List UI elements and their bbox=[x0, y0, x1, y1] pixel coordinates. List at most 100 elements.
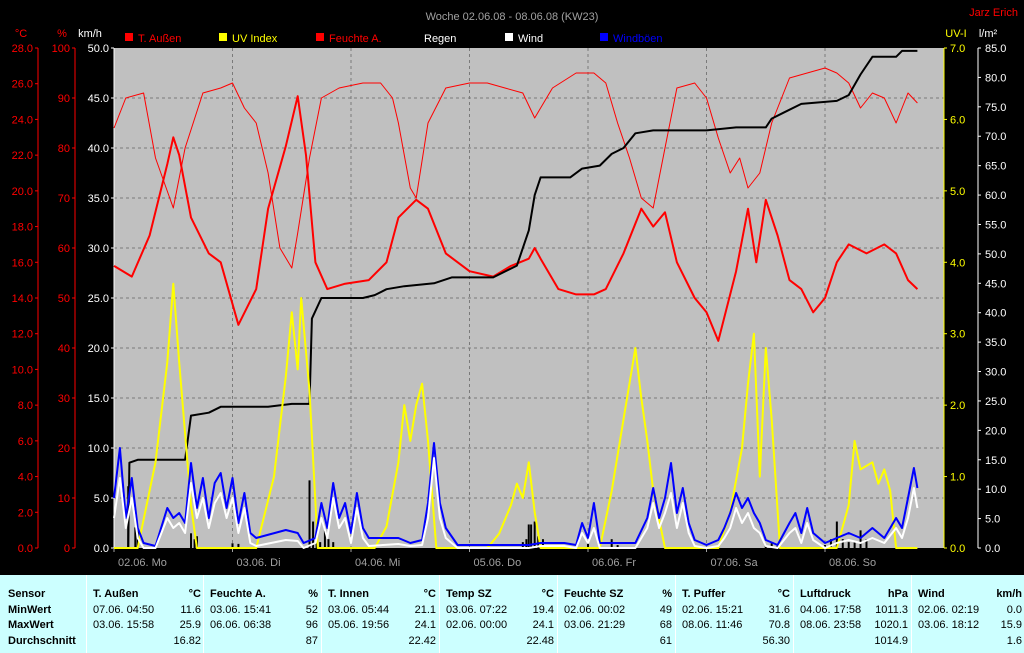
series-line-windb-en bbox=[113, 442, 919, 547]
axis-tick-label: 6.0 bbox=[18, 436, 33, 448]
axis-tick-label: 100 bbox=[52, 43, 70, 55]
x-tick-label: 02.06. Mo bbox=[118, 557, 167, 569]
rain-bar bbox=[525, 539, 528, 548]
legend-label: Windböen bbox=[613, 33, 663, 45]
temp-axis-unit: °C bbox=[15, 28, 27, 40]
stats-min-value: 52 bbox=[305, 604, 318, 616]
axis-tick-label: 12.0 bbox=[12, 329, 33, 341]
axis-tick-label: 4.0 bbox=[950, 257, 965, 269]
axis-tick-label: 60 bbox=[58, 243, 70, 255]
stats-column-header: Feuchte A. bbox=[210, 588, 266, 600]
x-tick-label: 05.06. Do bbox=[474, 557, 522, 569]
axis-tick-label: 65.0 bbox=[985, 161, 1006, 173]
stats-min-value: 11.6 bbox=[180, 604, 201, 616]
axis-tick-label: 30.0 bbox=[88, 243, 109, 255]
axis-tick-label: 25.0 bbox=[985, 396, 1006, 408]
stats-column-header: T. Puffer bbox=[682, 588, 726, 600]
axis-tick-label: 28.0 bbox=[12, 43, 33, 55]
axis-tick-label: 0.0 bbox=[950, 543, 965, 555]
stats-row-label: Durchschnitt bbox=[8, 635, 76, 647]
axis-tick-label: 50 bbox=[58, 293, 70, 305]
stats-avg-value: 22.42 bbox=[408, 635, 436, 647]
legend-swatch bbox=[316, 33, 324, 41]
axis-tick-label: 80 bbox=[58, 143, 70, 155]
axis-tick-label: 40.0 bbox=[88, 143, 109, 155]
rain-bar bbox=[859, 530, 862, 548]
stats-max-time: 03.06. 18:12 bbox=[918, 619, 980, 631]
axis-tick-label: 40.0 bbox=[985, 308, 1006, 320]
stats-min-time: 07.06. 04:50 bbox=[93, 604, 155, 616]
stats-min-time: 02.06. 15:21 bbox=[682, 604, 744, 616]
stats-max-time: 03.06. 15:58 bbox=[93, 619, 155, 631]
stats-min-time: 02.06. 00:02 bbox=[564, 604, 626, 616]
axis-tick-label: 20.0 bbox=[88, 343, 109, 355]
axis-tick-label: 20 bbox=[58, 443, 70, 455]
stats-column-unit: °C bbox=[777, 588, 790, 600]
humidity-axis-unit: % bbox=[57, 28, 67, 40]
stats-max-time: 08.06. 23:58 bbox=[800, 619, 862, 631]
stats-column-unit: hPa bbox=[887, 588, 908, 600]
axis-tick-label: 30 bbox=[58, 393, 70, 405]
stats-column-header: T. Innen bbox=[328, 588, 369, 600]
rain-bar bbox=[530, 524, 533, 548]
rain-bar bbox=[312, 521, 315, 548]
legend-label: Regen bbox=[424, 33, 456, 45]
stats-table: Sensor MinWert MaxWert Durchschnitt T. Außen… bbox=[0, 575, 1024, 653]
stats-avg-value: 87 bbox=[305, 635, 318, 647]
x-tick-label: 06.06. Fr bbox=[592, 557, 636, 569]
legend-label: Wind bbox=[518, 33, 543, 45]
stats-column-divider bbox=[203, 575, 204, 653]
stats-avg-value: 16.82 bbox=[173, 635, 201, 647]
axis-tick-label: 10.0 bbox=[12, 364, 33, 376]
legend-swatch bbox=[600, 33, 608, 41]
axis-tick-label: 24.0 bbox=[12, 114, 33, 126]
stats-max-time: 08.06. 11:46 bbox=[682, 619, 743, 631]
axis-tick-label: 22.0 bbox=[12, 150, 33, 162]
stats-min-value: 49 bbox=[659, 604, 672, 616]
stats-avg-value: 56.30 bbox=[762, 635, 790, 647]
stats-column-unit: km/h bbox=[996, 588, 1022, 600]
rain-bar bbox=[134, 527, 137, 548]
stats-min-value: 19.4 bbox=[532, 604, 554, 616]
rain-bar bbox=[853, 542, 856, 548]
x-tick-label: 08.06. So bbox=[829, 557, 876, 569]
stats-row-label: MinWert bbox=[8, 604, 52, 616]
axis-tick-label: 70.0 bbox=[985, 131, 1006, 143]
stats-max-time: 03.06. 21:29 bbox=[564, 619, 626, 631]
rain-bar bbox=[190, 533, 193, 548]
rain-bar bbox=[237, 543, 240, 548]
series-line-regen bbox=[114, 49, 918, 549]
rain-bar bbox=[231, 543, 234, 548]
author-label: Jarz Erich bbox=[969, 7, 1018, 19]
axis-tick-label: 70 bbox=[58, 193, 70, 205]
stats-column-header: Feuchte SZ bbox=[564, 588, 624, 600]
axis-tick-label: 10 bbox=[58, 493, 70, 505]
stats-column-divider bbox=[911, 575, 912, 653]
legend-swatch bbox=[125, 33, 133, 41]
stats-column-unit: % bbox=[662, 588, 672, 600]
x-tick-label: 07.06. Sa bbox=[711, 557, 759, 569]
axis-tick-label: 10.0 bbox=[985, 484, 1006, 496]
stats-avg-value: 61 bbox=[659, 635, 672, 647]
axis-tick-label: 0.0 bbox=[18, 543, 33, 555]
rain-bar bbox=[327, 539, 330, 548]
stats-avg-value: 22.48 bbox=[526, 635, 554, 647]
rain-bar bbox=[824, 545, 826, 548]
series-line-wind bbox=[113, 457, 919, 549]
uv-axis-unit: UV-I bbox=[945, 28, 966, 40]
axis-tick-label: 2.0 bbox=[950, 400, 965, 412]
stats-min-value: 31.6 bbox=[768, 604, 790, 616]
stats-max-value: 70.8 bbox=[768, 619, 790, 631]
stats-column-divider bbox=[439, 575, 440, 653]
stats-column-header: T. Außen bbox=[93, 588, 139, 600]
rain-bar bbox=[865, 539, 868, 548]
axis-tick-label: 18.0 bbox=[12, 222, 33, 234]
series-line-feuchte-a- bbox=[113, 67, 918, 269]
x-tick-label: 03.06. Di bbox=[237, 557, 281, 569]
stats-row-label: MaxWert bbox=[8, 619, 54, 631]
axis-tick-label: 60.0 bbox=[985, 190, 1006, 202]
axis-tick-label: 26.0 bbox=[12, 79, 33, 91]
rain-bar bbox=[332, 542, 335, 548]
stats-column-divider bbox=[86, 575, 87, 653]
axis-tick-label: 50.0 bbox=[985, 249, 1006, 261]
